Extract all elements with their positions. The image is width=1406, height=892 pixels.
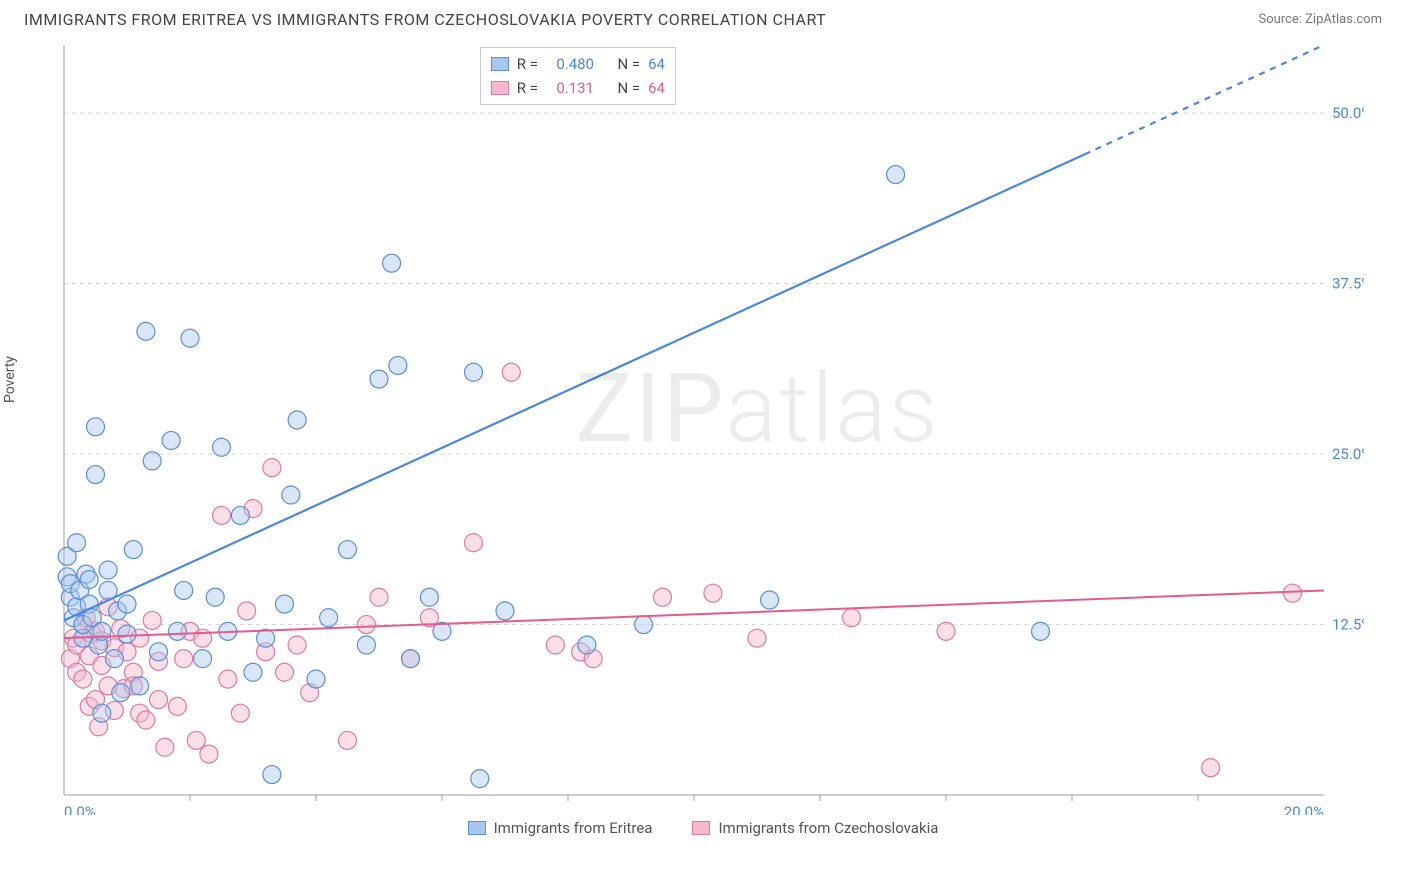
legend-label-czech: Immigrants from Czechoslovakia [718,819,938,837]
stats-row-eritrea: R = 0.480 N = 64 [491,52,665,76]
stats-row-czech: R = 0.131 N = 64 [491,76,665,100]
legend-swatch-czech [692,821,710,835]
legend-label-eritrea: Immigrants from Eritrea [494,819,653,837]
svg-text:50.0%: 50.0% [1332,104,1364,122]
scatter-chart: 12.5% 25.0% 37.5% 50.0% 0.0% 20.0% [24,35,1364,815]
legend-swatch-eritrea [468,821,486,835]
y-axis-label: Poverty [2,356,18,403]
legend: Immigrants from Eritrea Immigrants from … [0,819,1406,837]
svg-text:20.0%: 20.0% [1284,803,1324,815]
svg-text:25.0%: 25.0% [1332,445,1364,463]
svg-text:37.5%: 37.5% [1332,275,1364,293]
r-label: R = [517,76,538,100]
chart-title: IMMIGRANTS FROM ERITREA VS IMMIGRANTS FR… [24,10,826,29]
n-value-czech: 64 [648,76,665,100]
legend-item-eritrea: Immigrants from Eritrea [468,819,653,837]
r-label: R = [517,52,538,76]
legend-item-czech: Immigrants from Czechoslovakia [692,819,938,837]
n-label: N = [617,52,640,76]
n-value-eritrea: 64 [648,52,665,76]
chart-area: Poverty 12.5%25.0%37.5%50.0%0.0%20.0% ZI… [24,35,1382,815]
svg-text:12.5%: 12.5% [1332,616,1364,634]
correlation-stats-box: R = 0.480 N = 64 R = 0.131 N = 64 [480,47,676,105]
source-attribution: Source: ZipAtlas.com [1258,12,1382,27]
swatch-eritrea [491,57,509,71]
svg-text:0.0%: 0.0% [64,803,96,815]
n-label: N = [617,76,640,100]
r-value-eritrea: 0.480 [546,52,594,76]
swatch-czech [491,81,509,95]
r-value-czech: 0.131 [546,76,594,100]
